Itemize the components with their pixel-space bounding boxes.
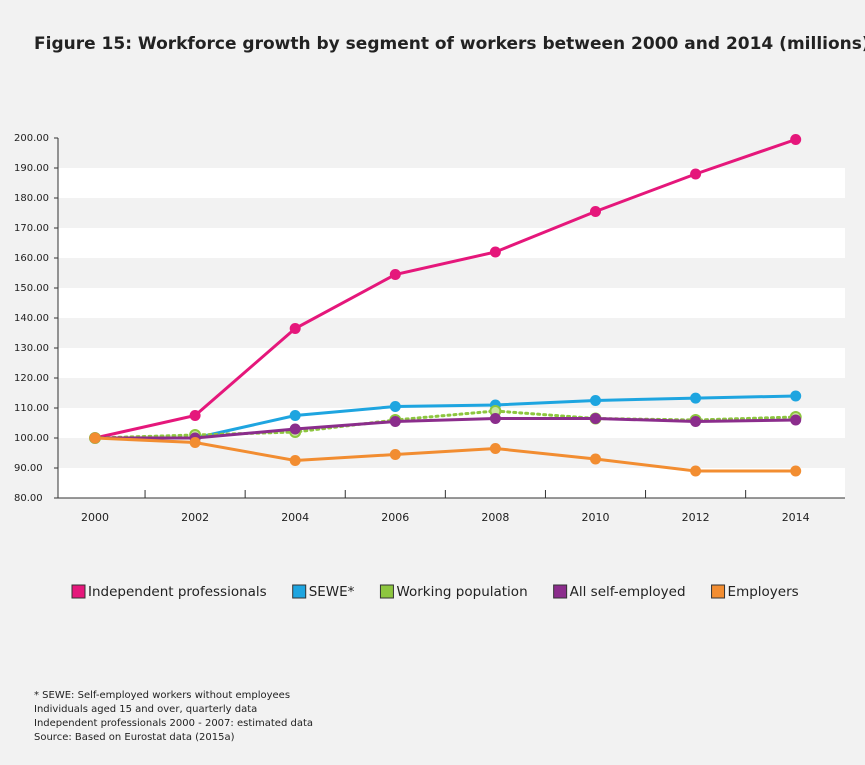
point xyxy=(690,392,702,404)
legend-label: Employers xyxy=(728,584,799,600)
x-tick-label: 2010 xyxy=(582,511,610,524)
grid-band xyxy=(58,378,845,408)
y-tick-label: 140.00 xyxy=(14,313,49,324)
grid-band xyxy=(58,288,845,318)
point xyxy=(690,416,702,427)
grid-band xyxy=(58,408,845,438)
legend-label: All self-employed xyxy=(570,584,686,600)
point xyxy=(89,432,101,444)
point xyxy=(690,465,702,477)
point xyxy=(590,413,601,424)
y-tick-label: 150.00 xyxy=(14,283,49,294)
y-tick-label: 160.00 xyxy=(14,253,49,264)
point xyxy=(590,206,601,217)
y-tick-label: 120.00 xyxy=(14,373,49,384)
y-tick-label: 170.00 xyxy=(14,223,49,234)
y-tick-label: 130.00 xyxy=(14,343,49,354)
chart-title: Figure 15: Workforce growth by segment o… xyxy=(34,34,865,54)
point xyxy=(489,413,501,424)
grid-band xyxy=(58,168,845,198)
point xyxy=(489,443,501,454)
series-line xyxy=(94,138,797,440)
x-tick-label: 2000 xyxy=(81,511,109,524)
series-line xyxy=(94,436,796,473)
legend-label: SEWE* xyxy=(309,584,355,600)
point xyxy=(489,246,501,258)
x-tick-label: 2004 xyxy=(281,511,309,524)
point xyxy=(289,455,301,466)
point xyxy=(389,416,401,427)
point xyxy=(189,410,201,421)
point xyxy=(790,134,802,145)
point xyxy=(289,410,301,421)
grid-band xyxy=(58,348,845,378)
legend-swatch xyxy=(711,584,726,599)
x-tick-label: 2002 xyxy=(181,511,209,524)
legend-swatch xyxy=(553,584,568,599)
note: Individuals aged 15 and over, quarterly … xyxy=(34,704,257,715)
point xyxy=(289,423,301,435)
x-tick-label: 2008 xyxy=(481,511,509,524)
point xyxy=(389,401,401,412)
legend-label: Independent professionals xyxy=(88,584,267,600)
y-tick-label: 90.00 xyxy=(14,463,43,474)
grid-band xyxy=(58,198,845,228)
point xyxy=(289,323,301,334)
point xyxy=(690,168,702,180)
point xyxy=(389,269,401,280)
x-tick-label: 2014 xyxy=(782,511,810,524)
series-line xyxy=(95,417,796,440)
grid-band xyxy=(58,318,845,348)
legend-swatch xyxy=(379,584,394,599)
note: Source: Based on Eurostat data (2015a) xyxy=(34,732,235,743)
x-tick-label: 2012 xyxy=(682,511,710,524)
y-tick-label: 180.00 xyxy=(14,193,49,204)
y-tick-label: 110.00 xyxy=(14,403,49,414)
legend-swatch xyxy=(71,584,86,599)
point xyxy=(790,465,802,477)
y-tick-label: 190.00 xyxy=(14,163,49,174)
point xyxy=(590,395,601,406)
point xyxy=(189,437,201,448)
grid-band xyxy=(58,468,845,498)
legend-swatch xyxy=(292,584,307,599)
point xyxy=(790,414,802,426)
note: * SEWE: Self-employed workers without em… xyxy=(34,690,290,701)
point xyxy=(590,453,601,465)
grid-band xyxy=(58,138,845,168)
note: Independent professionals 2000 - 2007: e… xyxy=(34,718,313,729)
point xyxy=(389,449,401,460)
y-tick-label: 200.00 xyxy=(14,133,49,144)
grid-band xyxy=(58,228,845,258)
y-tick-label: 100.00 xyxy=(14,433,49,444)
y-tick-label: 80.00 xyxy=(14,493,43,504)
point xyxy=(790,390,802,402)
legend-label: Working population xyxy=(396,584,527,600)
x-tick-label: 2006 xyxy=(381,511,409,524)
